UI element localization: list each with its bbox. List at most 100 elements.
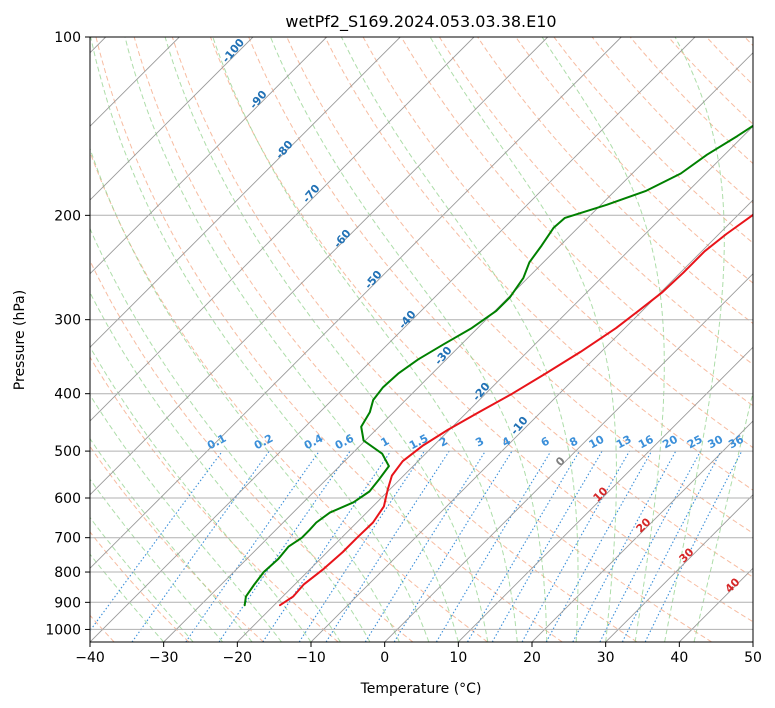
mixing-ratio-label: 36 bbox=[726, 433, 746, 452]
sounding-profiles bbox=[243, 124, 753, 607]
mixing-ratio-line bbox=[393, 450, 513, 642]
y-tick-label: 200 bbox=[54, 208, 81, 224]
dry-adiabat-line bbox=[553, 37, 753, 244]
mixing-ratio-lines bbox=[90, 450, 743, 642]
y-tick-label: 700 bbox=[54, 531, 81, 547]
moist-adiabat-line bbox=[664, 37, 725, 642]
x-tick-label: 10 bbox=[449, 650, 467, 666]
moist-adiabat-line bbox=[90, 291, 341, 642]
x-tick-label: 0 bbox=[380, 650, 389, 666]
dry-adiabat-line bbox=[591, 37, 753, 204]
mixing-ratio-label: 13 bbox=[614, 433, 634, 452]
y-tick-label: 600 bbox=[54, 491, 81, 507]
moist-adiabat-line bbox=[541, 37, 665, 642]
x-tick-label: −20 bbox=[223, 650, 253, 666]
temperature-profile-line bbox=[279, 213, 753, 607]
isotherm-line bbox=[531, 420, 753, 642]
dry-adiabat-line bbox=[210, 37, 753, 623]
moist-adiabat-line bbox=[90, 478, 223, 642]
mixing-ratio-label: 25 bbox=[685, 433, 705, 452]
isotherm-line bbox=[90, 37, 622, 569]
moist-adiabat-line bbox=[90, 227, 371, 642]
isotherm-line bbox=[310, 199, 753, 642]
moist-adiabat-line bbox=[164, 37, 489, 642]
y-tick-label: 1000 bbox=[45, 622, 81, 638]
isotherm-line bbox=[90, 37, 549, 496]
plot-frame bbox=[89, 36, 754, 643]
mixing-ratio-line bbox=[572, 450, 677, 642]
moist-adiabat-line bbox=[90, 147, 400, 642]
dry-adiabat-line bbox=[90, 531, 190, 642]
isotherm-line bbox=[90, 37, 328, 275]
x-tick-label: 50 bbox=[744, 650, 762, 666]
isotherms bbox=[90, 37, 753, 642]
isotherm-line bbox=[90, 37, 401, 348]
mixing-ratio-line bbox=[90, 450, 223, 632]
moist-adiabat-line bbox=[693, 390, 753, 642]
x-tick-label: 20 bbox=[523, 650, 541, 666]
x-axis-ticks: −40 −30 −20 −10 0 10 20 30 40 50 bbox=[75, 642, 762, 666]
mixing-ratio-line bbox=[262, 450, 392, 642]
y-axis-label: Pressure (hPa) bbox=[12, 290, 28, 390]
x-tick-label: −40 bbox=[75, 650, 105, 666]
mixing-ratio-line bbox=[545, 450, 653, 642]
mixing-ratio-line bbox=[644, 450, 743, 642]
mixing-ratio-line bbox=[435, 450, 552, 642]
dry-adiabat-line bbox=[286, 37, 753, 534]
y-tick-label: 300 bbox=[54, 313, 81, 329]
dry-adiabat-line bbox=[248, 37, 753, 578]
plot-area: 0.1 0.2 0.4 0.6 1 1.5 2 3 4 6 8 10 13 16 20 25 30 36-100-… bbox=[90, 37, 753, 642]
isobars bbox=[90, 37, 753, 630]
y-tick-label: 100 bbox=[54, 30, 81, 46]
y-axis-ticks: 100 200 300 400 500 600 700 800 900 1000 bbox=[45, 30, 90, 638]
mixing-ratio-label: 30 bbox=[706, 433, 726, 452]
x-tick-label: 30 bbox=[597, 650, 615, 666]
chart-title: wetPf2_S169.2024.053.03.38.E10 bbox=[285, 12, 556, 32]
dry-adiabat-line bbox=[95, 37, 563, 642]
moist-adiabat-line bbox=[90, 37, 430, 642]
isotherm-line bbox=[90, 37, 475, 422]
x-tick-label: −30 bbox=[149, 650, 179, 666]
mixing-ratio-line bbox=[185, 450, 320, 642]
mixing-ratio-line bbox=[521, 450, 630, 642]
mixing-ratio-line bbox=[298, 450, 425, 642]
mixing-ratio-label: 16 bbox=[636, 433, 656, 452]
moist-adiabat-line bbox=[90, 394, 282, 642]
moist-adiabat-line bbox=[124, 37, 459, 642]
dry-adiabat-line bbox=[400, 37, 753, 407]
mixing-ratio-line bbox=[325, 450, 450, 642]
moist-adiabat-line bbox=[429, 37, 617, 642]
isotherm-line bbox=[605, 494, 753, 642]
x-tick-label: 40 bbox=[670, 650, 688, 666]
dry-adiabat-line bbox=[133, 37, 638, 642]
mixing-ratio-label: 10 bbox=[587, 433, 607, 452]
y-tick-label: 800 bbox=[54, 565, 81, 581]
isotherm-line bbox=[384, 273, 753, 642]
moist-adiabat-line bbox=[340, 37, 579, 642]
y-tick-label: 500 bbox=[54, 444, 81, 460]
dry-adiabat-line bbox=[90, 150, 488, 642]
isotherm-line bbox=[90, 37, 254, 201]
moist-adiabat-line bbox=[90, 437, 253, 642]
dry-adiabat-line bbox=[438, 37, 753, 366]
dewpoint-profile-line bbox=[243, 124, 753, 607]
dry-adiabat-line bbox=[171, 37, 712, 642]
y-tick-label: 400 bbox=[54, 387, 81, 403]
mixing-ratio-line bbox=[364, 450, 486, 642]
x-tick-label: −10 bbox=[296, 650, 326, 666]
isotherm-line bbox=[90, 37, 696, 642]
dry-adiabat-line bbox=[477, 37, 753, 325]
isotherm-line bbox=[236, 125, 753, 642]
isotherm-line bbox=[457, 346, 753, 642]
isotherm-line bbox=[163, 52, 753, 642]
mixing-ratio-line bbox=[621, 450, 722, 642]
mixing-ratio-line bbox=[218, 450, 351, 642]
moist-adiabats bbox=[90, 37, 753, 642]
y-tick-label: 900 bbox=[54, 595, 81, 611]
moist-adiabat-line bbox=[270, 37, 548, 642]
dry-adiabat-line bbox=[324, 37, 753, 491]
mixing-ratio-label: 20 bbox=[660, 433, 680, 452]
moist-adiabat-line bbox=[212, 37, 518, 642]
